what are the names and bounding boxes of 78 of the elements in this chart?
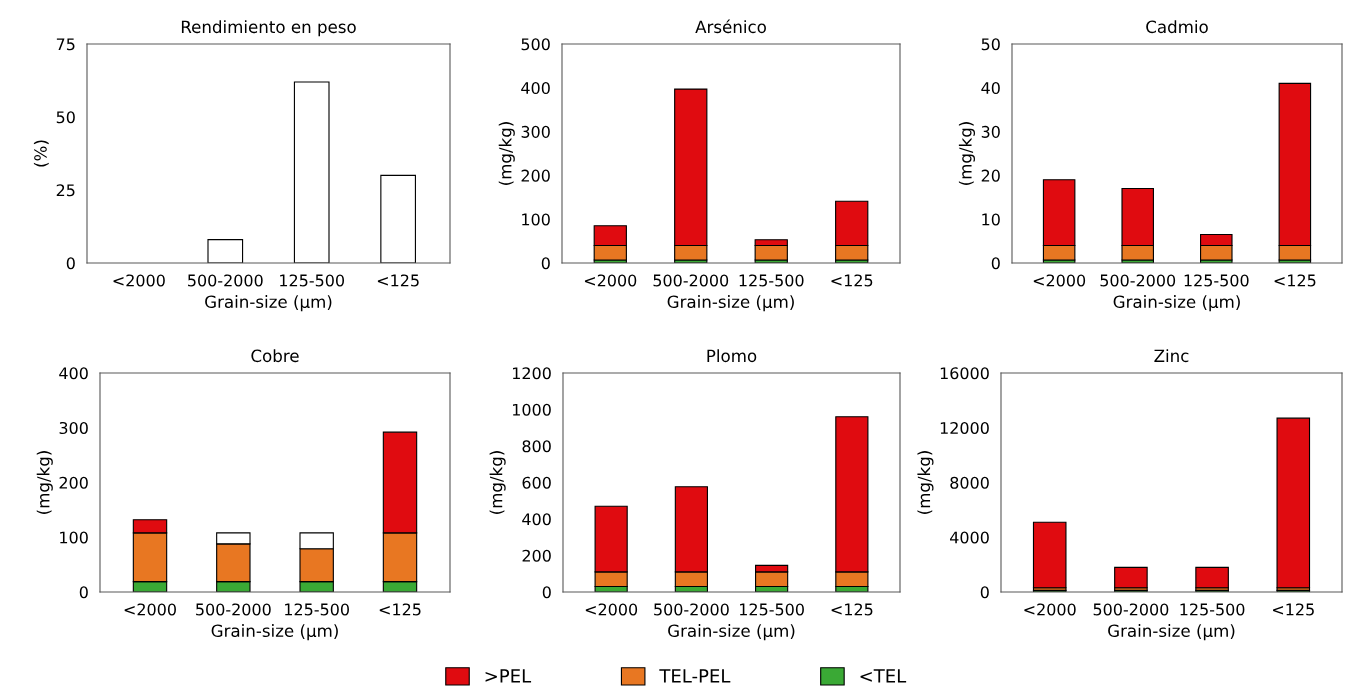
y-tick-label: 800: [522, 440, 551, 453]
x-tick-label: <125: [379, 603, 421, 616]
y-tick-label: 30: [981, 125, 1000, 138]
y-tick-label: 12000: [940, 421, 989, 435]
chart-title: Arsénico: [695, 19, 766, 34]
x-tick-label: 125-500: [1184, 274, 1249, 287]
y-tick-label: 16000: [940, 367, 989, 380]
x-tick-label: 125-500: [739, 274, 804, 287]
x-tick-label: 125-500: [280, 274, 345, 287]
y-axis-title: (%): [33, 140, 49, 167]
x-axis-title: Grain-size (µm): [667, 295, 794, 312]
x-tick-label: <2000: [124, 603, 176, 616]
y-tick-label: 400: [521, 82, 550, 95]
y-axis-title: (mg/kg): [498, 122, 515, 185]
y-tick-label: 400: [522, 513, 551, 526]
x-tick-label: 500-2000: [653, 274, 729, 287]
y-tick-label: 4000: [950, 531, 989, 544]
x-tick-label: <2000: [1033, 274, 1086, 287]
y-tick-label: 10: [982, 213, 1000, 226]
y-tick-label: 400: [59, 367, 88, 380]
y-tick-label: 300: [59, 421, 88, 435]
x-tick-label: 125-500: [285, 603, 349, 616]
chart-title: Cobre: [251, 349, 299, 363]
x-tick-label: 500-2000: [188, 274, 263, 287]
x-tick-label: <2000: [1024, 603, 1076, 616]
chart-title: Zinc: [1154, 349, 1189, 363]
y-tick-label: 40: [981, 82, 1000, 95]
x-tick-label: <2000: [585, 603, 638, 616]
y-tick-label: 100: [60, 531, 88, 544]
y-tick-label: 1000: [512, 403, 551, 416]
y-tick-label: 0: [66, 257, 75, 270]
y-axis-title: (mg/kg): [917, 451, 934, 514]
y-tick-label: 1200: [512, 367, 551, 380]
x-axis-title: Grain-size (µm): [211, 624, 338, 641]
chart-title: Rendimiento en peso: [181, 20, 356, 37]
y-tick-label: 0: [79, 586, 88, 599]
y-tick-label: 100: [522, 213, 550, 226]
x-tick-label: <2000: [113, 274, 165, 287]
y-tick-label: 8000: [950, 476, 989, 489]
y-tick-label: 0: [542, 586, 551, 599]
y-tick-label: 50: [981, 38, 1000, 51]
x-tick-label: <125: [377, 274, 419, 287]
y-tick-label: 50: [56, 111, 75, 124]
x-tick-label: <125: [1273, 603, 1314, 616]
x-tick-label: 500-2000: [654, 603, 729, 616]
x-tick-label: 125-500: [740, 603, 804, 616]
x-axis-title: Grain-size (µm): [668, 624, 795, 641]
x-axis-title: Grain-size (µm): [1108, 624, 1235, 641]
x-tick-label: <125: [1274, 274, 1316, 287]
y-tick-label: 200: [521, 169, 550, 182]
y-tick-label: 0: [541, 257, 550, 270]
y-axis-title: (mg/kg): [489, 451, 506, 514]
y-axis-title: (mg/kg): [958, 122, 976, 185]
y-tick-label: 0: [980, 586, 989, 599]
chart-title: Cadmio: [1146, 20, 1208, 34]
x-tick-label: 500-2000: [1093, 603, 1169, 616]
x-tick-label: 125-500: [1180, 603, 1245, 616]
x-tick-label: 500-2000: [1100, 274, 1176, 287]
x-tick-label: 500-2000: [196, 603, 271, 616]
y-tick-label: 25: [56, 184, 75, 197]
y-tick-label: 200: [59, 476, 88, 489]
legend-label: <TEL: [860, 669, 907, 683]
chart-title: Plomo: [707, 349, 757, 363]
y-tick-label: 300: [521, 125, 550, 138]
y-tick-label: 200: [522, 549, 551, 562]
x-tick-label: <125: [831, 274, 873, 287]
legend-label: >PEL: [485, 669, 532, 683]
x-tick-label: <2000: [584, 274, 637, 287]
y-tick-label: 600: [522, 476, 551, 489]
y-tick-label: 75: [56, 38, 75, 51]
x-tick-label: <125: [831, 603, 873, 616]
y-tick-label: 500: [521, 38, 550, 51]
x-axis-title: Grain-size (µm): [1113, 295, 1240, 312]
y-tick-label: 20: [981, 169, 1000, 182]
x-axis-title: Grain-size (µm): [205, 295, 332, 312]
legend-label: TEL-PEL: [659, 669, 731, 683]
y-axis-title: (mg/kg): [36, 451, 53, 514]
y-tick-label: 0: [991, 257, 1000, 270]
